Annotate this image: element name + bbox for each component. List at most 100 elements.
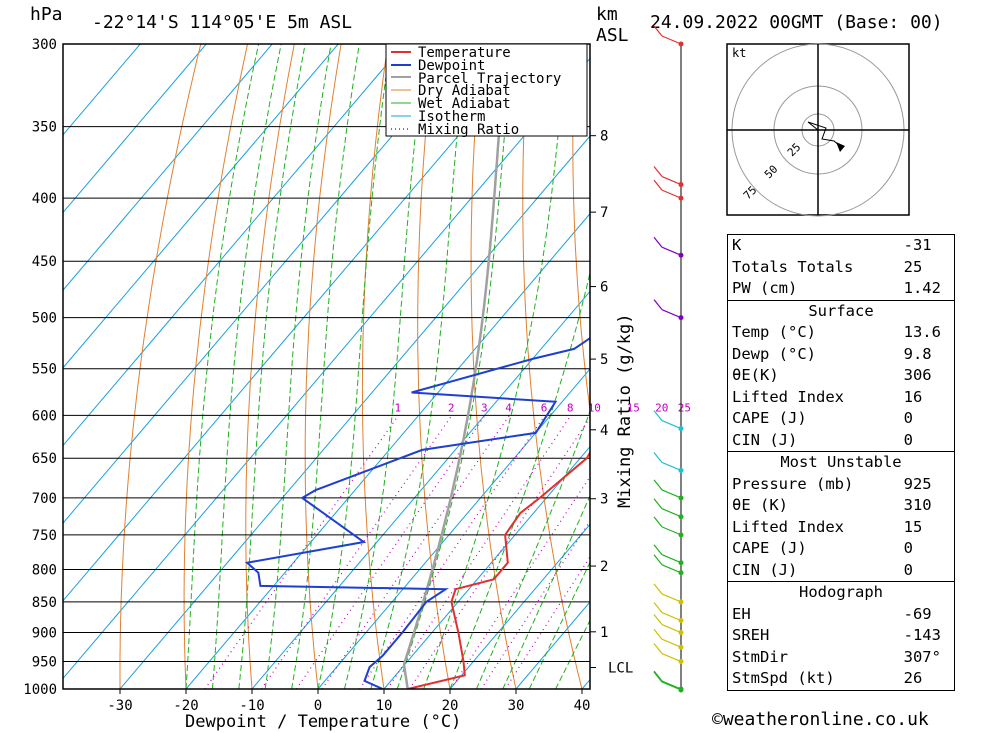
cin-label: CIN (J) (726, 429, 874, 452)
wind-barb-shaft (661, 564, 682, 574)
credit: ©weatheronline.co.uk (712, 709, 929, 730)
pressure-tick-label: 850 (32, 595, 57, 611)
pressure-unit: hPa (30, 4, 63, 25)
sreh-label: SREH (726, 625, 874, 647)
km-unit: km (596, 4, 618, 25)
wind-barbs (653, 25, 684, 693)
temperature-tick-label: 10 (376, 698, 393, 714)
mu-cape-label: CAPE (J) (726, 538, 874, 560)
km-tick-label: 1 (600, 625, 608, 641)
isotherm-line (119, 135, 590, 689)
mixing-ratio-line (408, 416, 590, 689)
wind-barb-shaft (661, 680, 682, 690)
temperature-tick-label: 20 (442, 698, 459, 714)
isotherm-line (185, 212, 590, 689)
wind-barb-feather (653, 628, 663, 640)
thetae-value: 306 (873, 365, 955, 387)
dry-adiabat-line (245, 44, 295, 689)
legend-wet-adiabat: Wet Adiabat (418, 96, 511, 112)
mixing-ratio-line (260, 414, 453, 689)
pressure-tick-label: 450 (32, 254, 57, 270)
mu-thetae-label: θE (K) (726, 495, 874, 517)
cape-label: CAPE (J) (726, 408, 874, 430)
lcl-label: LCL (608, 661, 633, 677)
wind-barb-shaft (661, 526, 682, 536)
x-axis-label: Dewpoint / Temperature (°C) (185, 712, 461, 732)
indices-table: K -31 Totals Totals 25 PW (cm) 1.42 Surface… (726, 234, 955, 691)
mixing-ratio-tick-label: 4 (505, 401, 512, 414)
wet-adiabat-line (555, 619, 590, 689)
wet-adiabat-line (238, 44, 306, 689)
hodo-title: Hodograph (727, 581, 955, 604)
dewp-label: Dewp (°C) (726, 343, 874, 365)
profiles (244, 44, 590, 689)
isotherm-line (63, 44, 207, 214)
wind-barb-feather (653, 544, 663, 556)
temperature-tick-label: -10 (239, 698, 264, 714)
dry-adiabat-line (183, 44, 248, 689)
eh-label: EH (726, 603, 874, 625)
mu-cin-label: CIN (J) (726, 559, 874, 582)
km-tick-label: 7 (600, 205, 608, 221)
mixing-ratio-axis-label: Mixing Ratio (g/kg) (615, 314, 635, 508)
temperature-tick-label: -20 (173, 698, 198, 714)
mixing-ratio-line (321, 414, 510, 689)
mu-cin-value: 0 (873, 559, 955, 582)
surface-title: Surface (727, 299, 955, 322)
pressure-tick-label: 500 (32, 311, 57, 327)
legend-box (385, 43, 588, 137)
pressure-tick-label: 700 (32, 491, 57, 507)
hodograph-unit: kt (732, 46, 746, 60)
mixing-ratio-line (504, 555, 590, 689)
pressure-tick-label: 650 (32, 451, 57, 467)
temperature-tick-label: 30 (508, 698, 525, 714)
wind-barb-shaft (661, 461, 682, 471)
isotherm-line (63, 44, 273, 291)
isotherm-line (63, 57, 590, 680)
thetae-label: θE(K) (726, 365, 874, 387)
li-value: 16 (873, 386, 955, 408)
wind-barb-shaft (661, 638, 682, 648)
wind-barb-feather (653, 299, 663, 311)
wet-adiabat-line (502, 494, 590, 689)
pw-value: 1.42 (873, 278, 955, 300)
mixing-ratio-line (450, 475, 590, 689)
wind-barb-shaft (661, 611, 682, 622)
k-value: -31 (873, 234, 955, 257)
wind-barb-shaft (661, 489, 682, 499)
stmdir-label: StmDir (726, 646, 874, 668)
pressure-tick-label: 300 (32, 37, 57, 53)
wind-barb-feather (653, 643, 663, 654)
wind-barb-feather (653, 179, 663, 191)
wind-barb-feather (653, 452, 663, 463)
wind-barb-shaft (661, 508, 682, 518)
pressure-tick-label: 600 (32, 408, 57, 424)
wind-barb-shaft (661, 176, 682, 186)
wind-barb-feather (653, 670, 663, 682)
pressure-axis: 300 350 400 450 500 550 600 650 700 750 800 850 900 9… (23, 37, 57, 698)
mixing-ratio-tick-label: 2 (448, 401, 455, 414)
isobars (63, 43, 590, 690)
hodograph-trace (807, 121, 841, 147)
stmspd-value: 26 (873, 668, 955, 690)
legend: Temperature Dewpoint Parcel Trajectory D… (385, 43, 588, 138)
mu-pressure-value: 925 (873, 473, 955, 495)
plot-frame (62, 43, 591, 690)
temp-value: 13.6 (873, 322, 955, 344)
cin-value: 0 (873, 429, 955, 452)
pressure-tick-label: 800 (32, 562, 57, 578)
parcel-trajectory-line (402, 44, 508, 689)
mixing-ratio-tick-label: 3 (481, 401, 488, 414)
asl-label: ASL (596, 25, 629, 46)
legend-isotherm: Isotherm (418, 109, 485, 125)
cape-value: 0 (873, 408, 955, 430)
legend-dewpoint: Dewpoint (418, 58, 485, 74)
pw-label: PW (cm) (726, 278, 874, 300)
mixing-ratio-tick-label: 8 (567, 401, 574, 414)
pressure-tick-label: 1000 (23, 682, 57, 698)
temperature-tick-label: 40 (574, 698, 591, 714)
tt-label: Totals Totals (726, 256, 874, 278)
eh-value: -69 (873, 603, 955, 625)
mu-li-label: Lifted Index (726, 516, 874, 538)
pressure-tick-label: 400 (32, 191, 57, 207)
